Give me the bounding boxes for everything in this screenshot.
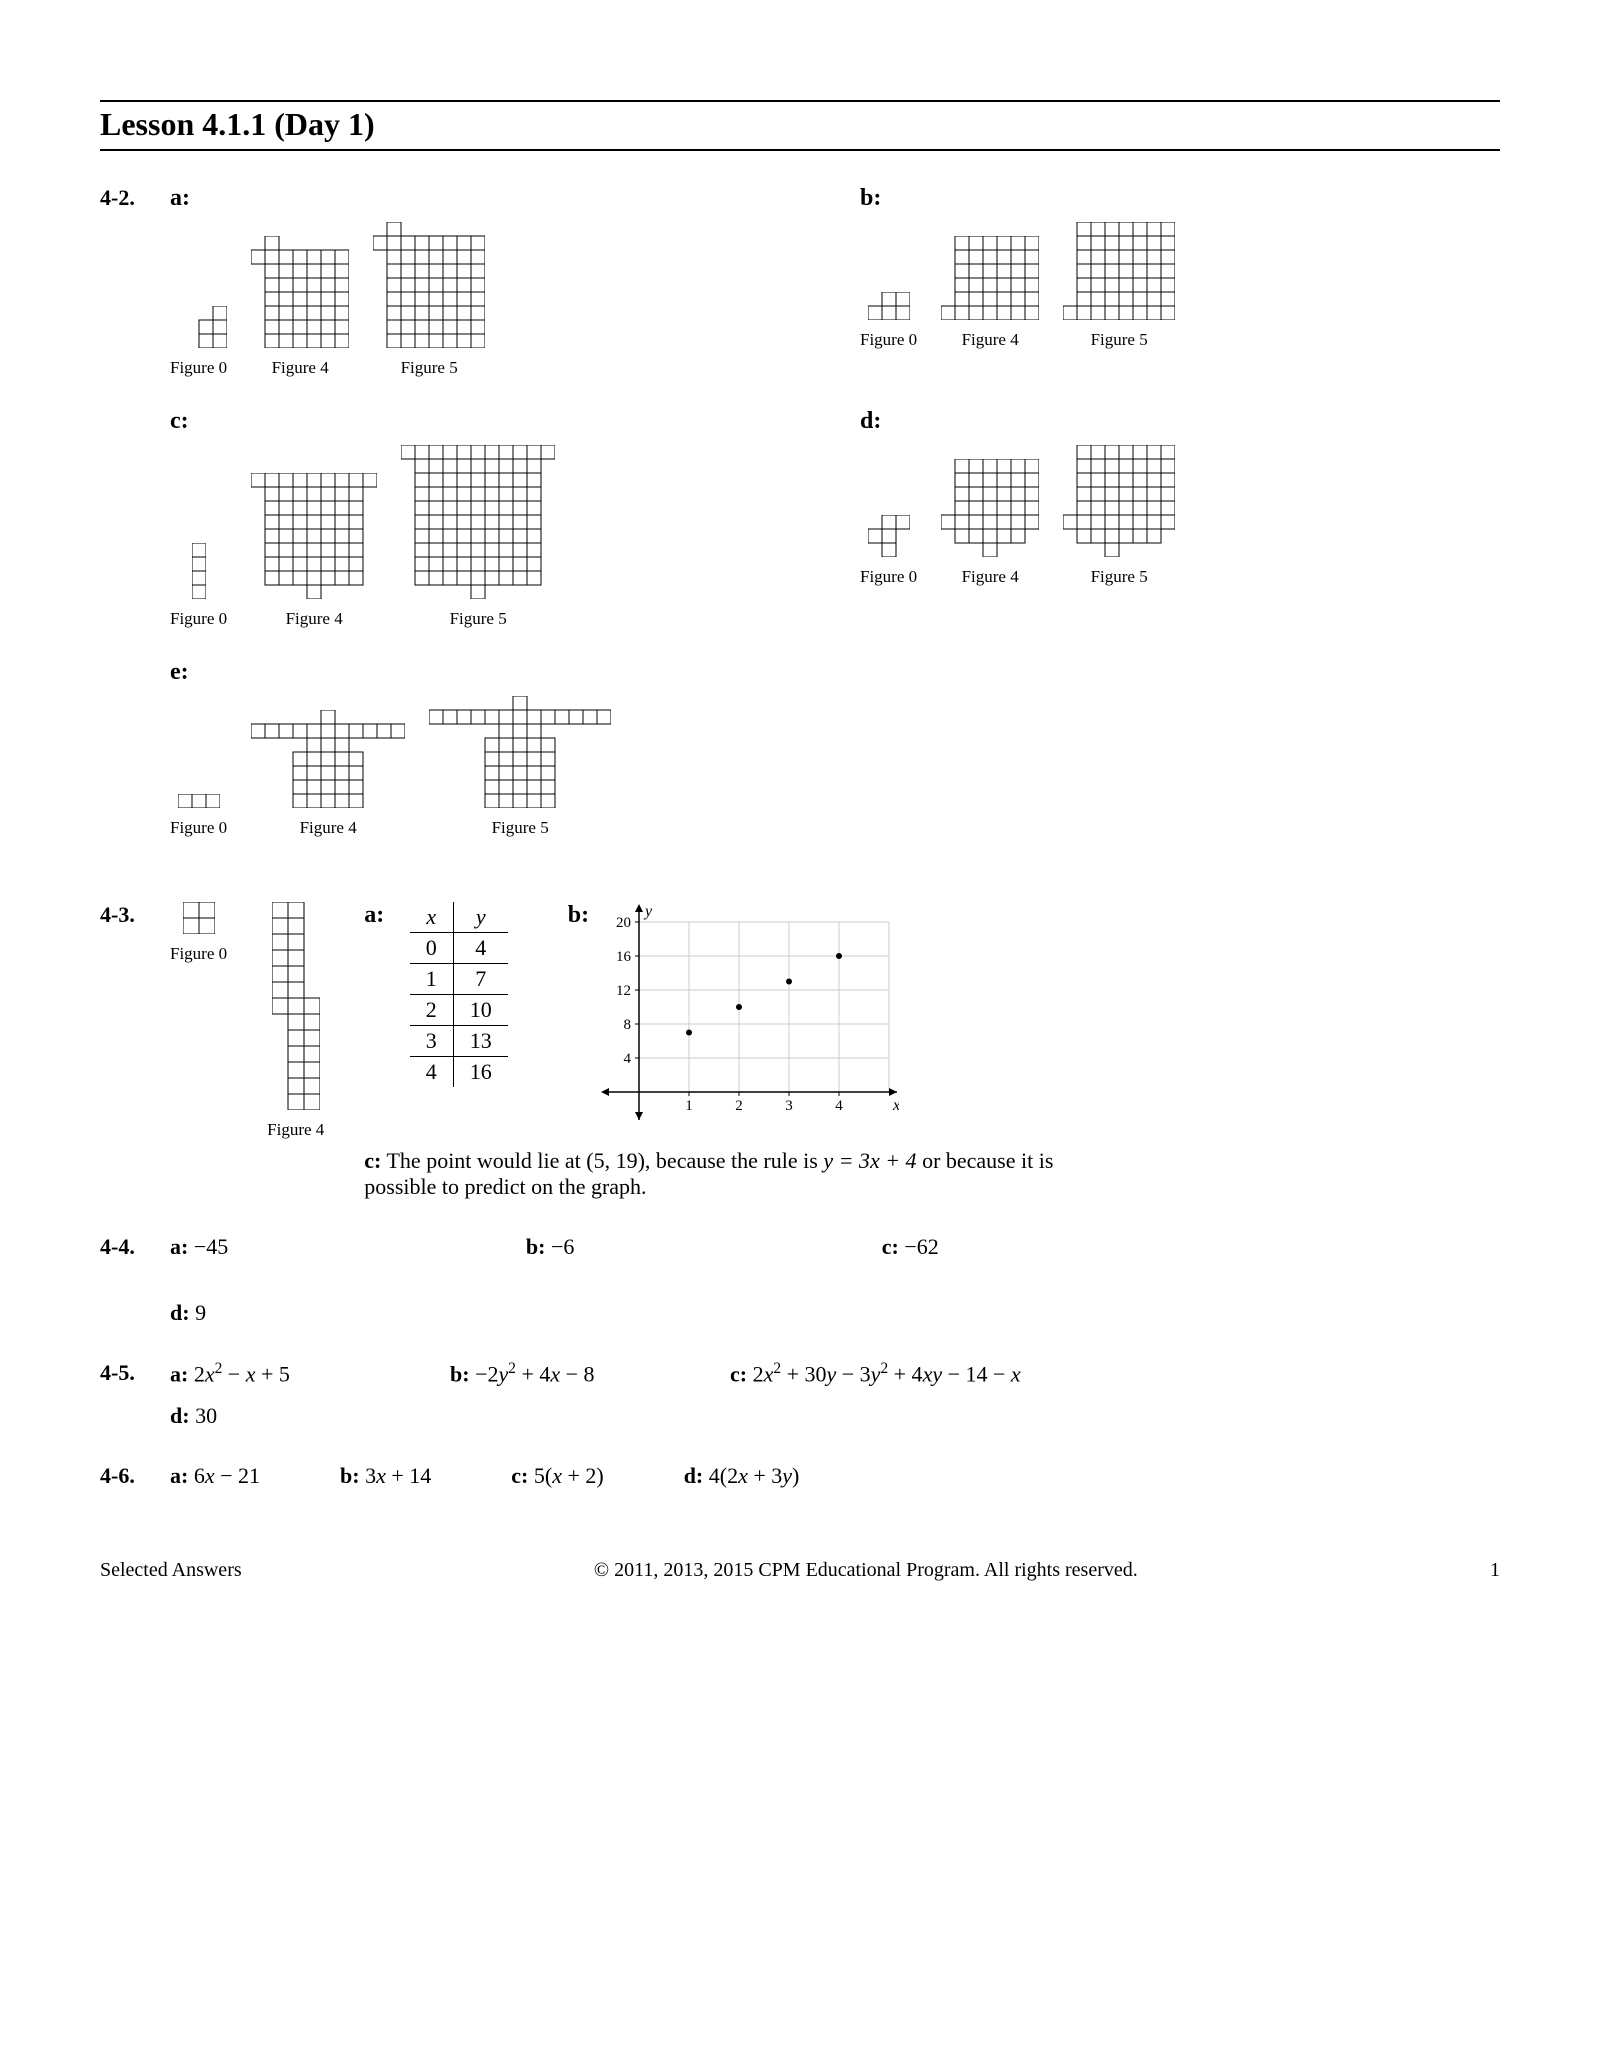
- xy-table: xy0417210313416: [410, 902, 508, 1087]
- svg-text:y: y: [643, 903, 653, 920]
- figure: Figure 4: [941, 236, 1039, 350]
- svg-text:4: 4: [624, 1051, 632, 1067]
- rule-bottom: [100, 149, 1500, 151]
- problem-number: 4-2.: [100, 185, 170, 868]
- problem-4-2: 4-2. a: Figure 0 Figure 4 Figure 5 b: Figure…: [100, 185, 1500, 868]
- problem-4-6: 4-6. a: 6x − 21b: 3x + 14c: 5(x + 2)d: 4…: [100, 1463, 1500, 1489]
- figure: Figure 0: [170, 543, 227, 629]
- footer-left: Selected Answers: [100, 1559, 242, 1582]
- figure-caption: Figure 5: [429, 818, 611, 838]
- figure: Figure 4: [251, 236, 349, 378]
- scatter-graph: 201612841234yx: [599, 902, 899, 1128]
- part-c-text: c: The point would lie at (5, 19), becau…: [364, 1148, 1084, 1200]
- figure: Figure 4: [941, 459, 1039, 587]
- figure-caption: Figure 4: [251, 609, 377, 629]
- figure-caption: Figure 5: [1063, 567, 1175, 587]
- part-label: a:: [364, 902, 384, 929]
- part-label: b:: [860, 185, 1500, 212]
- part-label: a:: [170, 185, 810, 212]
- figure: Figure 4: [251, 710, 405, 838]
- svg-text:8: 8: [624, 1017, 632, 1033]
- problem-number: 4-5.: [100, 1360, 170, 1429]
- figure-caption: Figure 4: [251, 818, 405, 838]
- part-d: d: Figure 0 Figure 4 Figure 5: [860, 408, 1500, 587]
- figure: Figure 0: [860, 515, 917, 587]
- figure-caption: Figure 0: [170, 944, 227, 964]
- problem-4-3: 4-3. Figure 0 Figure 4 a: xy041721031341…: [100, 902, 1500, 1200]
- part-label: b:: [568, 902, 589, 929]
- page-footer: Selected Answers © 2011, 2013, 2015 CPM …: [100, 1559, 1500, 1582]
- svg-text:x: x: [892, 1097, 899, 1114]
- footer-center: © 2011, 2013, 2015 CPM Educational Progr…: [594, 1559, 1138, 1582]
- part-label: c:: [170, 408, 810, 435]
- figure-caption: Figure 4: [941, 567, 1039, 587]
- figure: Figure 0: [170, 306, 227, 378]
- problem-number: 4-6.: [100, 1463, 170, 1489]
- part-a-table: a: xy0417210313416: [364, 902, 508, 1093]
- figure-caption: Figure 5: [373, 358, 485, 378]
- figure-caption: Figure 5: [1063, 330, 1175, 350]
- page-title: Lesson 4.1.1 (Day 1): [100, 106, 1500, 143]
- rule-top: [100, 100, 1500, 102]
- figure-4: [267, 902, 324, 1116]
- svg-text:3: 3: [785, 1098, 793, 1114]
- footer-right: 1: [1490, 1559, 1500, 1582]
- figure: Figure 5: [1063, 445, 1175, 587]
- problem-4-5: 4-5. a: 2x2 − x + 5b: −2y2 + 4x − 8c: 2x…: [100, 1360, 1500, 1429]
- part-a: a: Figure 0 Figure 4 Figure 5: [170, 185, 810, 378]
- problem-4-4: 4-4. a: −45b: −6c: −62d: 9: [100, 1234, 1500, 1326]
- figure: Figure 5: [1063, 222, 1175, 350]
- figure: Figure 5: [373, 222, 485, 378]
- figure-caption: Figure 0: [860, 567, 917, 587]
- figure: Figure 0: [860, 292, 917, 350]
- svg-text:20: 20: [616, 915, 631, 931]
- figure-caption: Figure 4: [251, 358, 349, 378]
- figure: Figure 4: [251, 473, 377, 629]
- figure-caption: Figure 0: [170, 818, 227, 838]
- figure: Figure 5: [429, 696, 611, 838]
- part-label: e:: [170, 659, 1500, 686]
- part-c: c: Figure 0 Figure 4 Figure 5: [170, 408, 810, 629]
- problem-number: 4-4.: [100, 1234, 170, 1326]
- figure-0: [170, 902, 227, 940]
- svg-text:1: 1: [685, 1098, 693, 1114]
- part-label: d:: [860, 408, 1500, 435]
- figure: Figure 0: [170, 788, 227, 838]
- figure-caption: Figure 0: [860, 330, 917, 350]
- figure-caption: Figure 5: [401, 609, 555, 629]
- svg-text:16: 16: [616, 949, 632, 965]
- problem-number: 4-3.: [100, 902, 170, 1200]
- svg-text:4: 4: [835, 1098, 843, 1114]
- figure: Figure 5: [401, 445, 555, 629]
- figure-caption: Figure 0: [170, 609, 227, 629]
- part-e: e: Figure 0 Figure 4 Figure 5: [170, 659, 1500, 838]
- part-b: b: Figure 0 Figure 4 Figure 5: [860, 185, 1500, 350]
- part-b-graph: b: 201612841234yx: [568, 902, 1500, 1128]
- figure-caption: Figure 4: [267, 1120, 324, 1140]
- svg-text:2: 2: [735, 1098, 743, 1114]
- figure-caption: Figure 0: [170, 358, 227, 378]
- svg-text:12: 12: [616, 983, 631, 999]
- figure-caption: Figure 4: [941, 330, 1039, 350]
